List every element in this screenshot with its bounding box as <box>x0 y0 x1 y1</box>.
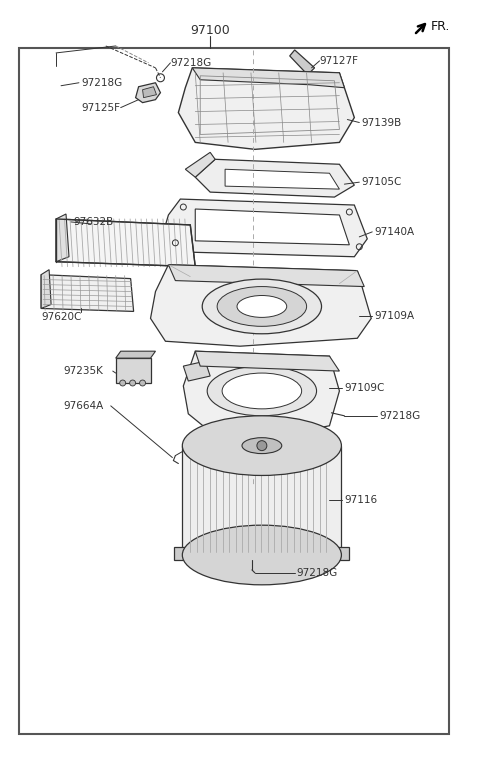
Polygon shape <box>143 87 156 97</box>
FancyBboxPatch shape <box>116 358 151 383</box>
Text: 97218G: 97218G <box>81 77 122 88</box>
Polygon shape <box>195 209 349 245</box>
Polygon shape <box>185 152 215 177</box>
Circle shape <box>140 380 145 386</box>
Polygon shape <box>195 159 354 197</box>
Ellipse shape <box>182 416 341 476</box>
Polygon shape <box>41 275 133 312</box>
Circle shape <box>120 380 126 386</box>
Text: 97100: 97100 <box>190 24 230 37</box>
Text: 97125F: 97125F <box>81 103 120 113</box>
Polygon shape <box>41 270 51 309</box>
Text: 97139B: 97139B <box>361 117 402 127</box>
Text: 97109A: 97109A <box>374 312 414 322</box>
Ellipse shape <box>217 286 307 326</box>
Polygon shape <box>56 214 69 262</box>
Polygon shape <box>290 50 314 75</box>
Polygon shape <box>195 351 339 371</box>
Text: 97632B: 97632B <box>73 217 113 227</box>
FancyBboxPatch shape <box>19 48 449 734</box>
Text: 97218G: 97218G <box>170 58 212 68</box>
Polygon shape <box>164 199 367 257</box>
Text: 97620C: 97620C <box>41 313 82 322</box>
Polygon shape <box>136 83 160 103</box>
Text: 97218G: 97218G <box>379 411 420 421</box>
Text: 97140A: 97140A <box>374 227 414 237</box>
Text: 97218G: 97218G <box>297 568 338 578</box>
Text: 97127F: 97127F <box>320 56 359 66</box>
Ellipse shape <box>207 366 316 416</box>
Polygon shape <box>225 169 339 189</box>
Polygon shape <box>151 265 371 346</box>
Ellipse shape <box>242 437 282 453</box>
Polygon shape <box>168 265 364 286</box>
Ellipse shape <box>202 279 322 334</box>
Polygon shape <box>183 351 339 437</box>
Polygon shape <box>116 351 156 358</box>
Ellipse shape <box>222 373 301 409</box>
Ellipse shape <box>237 296 287 317</box>
Polygon shape <box>192 68 344 88</box>
Ellipse shape <box>182 525 341 584</box>
Text: 97664A: 97664A <box>63 401 103 411</box>
Text: 97105C: 97105C <box>361 177 402 187</box>
FancyBboxPatch shape <box>182 446 341 555</box>
Circle shape <box>130 380 136 386</box>
Text: 97109C: 97109C <box>344 383 385 393</box>
Text: 97116: 97116 <box>344 496 377 506</box>
Text: FR.: FR. <box>431 20 450 33</box>
Polygon shape <box>179 68 354 149</box>
Circle shape <box>257 440 267 450</box>
Polygon shape <box>56 219 195 267</box>
Text: 97235K: 97235K <box>63 366 103 376</box>
Polygon shape <box>174 547 349 560</box>
Polygon shape <box>183 361 210 381</box>
